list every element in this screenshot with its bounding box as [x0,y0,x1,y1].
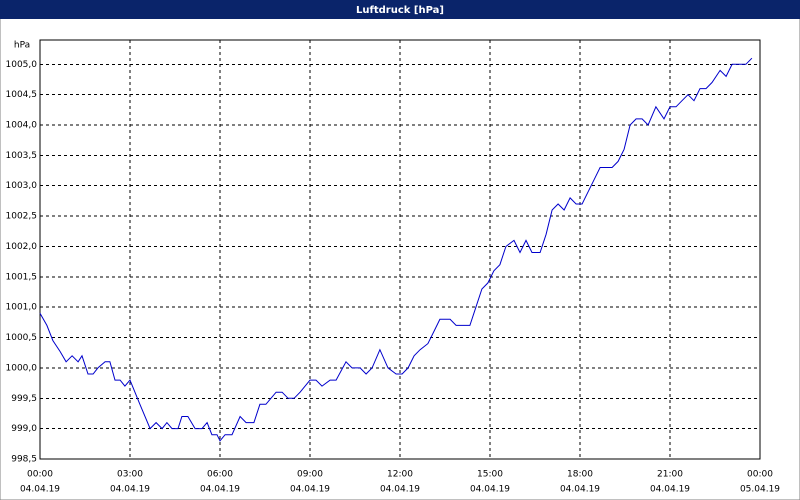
x-tick-label: 00:00 [747,470,773,480]
y-tick-label: 1001,5 [6,272,38,282]
x-tick-label: 06:00 [207,470,233,480]
x-tick-date: 04.04.19 [20,485,60,495]
x-tick-date: 04.04.19 [380,485,420,495]
y-tick-label: 1004,0 [6,121,38,131]
x-tick-date: 04.04.19 [650,485,690,495]
y-tick-label: 999,5 [11,394,37,404]
x-tick-label: 09:00 [297,470,323,480]
x-tick-date: 04.04.19 [290,485,330,495]
x-tick-label: 18:00 [567,470,593,480]
y-tick-label: 1000,5 [6,333,38,343]
y-tick-label: 1004,5 [6,90,38,100]
x-tick-label: 12:00 [387,470,413,480]
y-tick-label: 1002,5 [6,212,38,222]
x-tick-date: 04.04.19 [110,485,150,495]
y-tick-label: 998,5 [11,455,37,465]
y-tick-label: 1001,0 [6,303,38,313]
y-tick-label: 999,0 [11,424,37,434]
x-tick-label: 03:00 [117,470,143,480]
x-tick-label: 00:00 [27,470,53,480]
x-tick-label: 21:00 [657,470,683,480]
x-tick-date: 04.04.19 [200,485,240,495]
y-tick-label: 1000,0 [6,363,38,373]
x-tick-label: 15:00 [477,470,503,480]
y-tick-label: 1003,0 [6,181,38,191]
x-tick-date: 05.04.19 [740,485,780,495]
data-line [39,57,753,442]
y-unit: hPa [14,41,30,51]
y-tick-label: 1003,5 [6,151,38,161]
x-tick-date: 04.04.19 [470,485,510,495]
chart-title: Luftdruck [hPa] [356,5,444,16]
y-tick-label: 1005,0 [6,60,38,70]
x-tick-date: 04.04.19 [560,485,600,495]
title-bar [0,0,800,19]
y-tick-label: 1002,0 [6,242,38,252]
